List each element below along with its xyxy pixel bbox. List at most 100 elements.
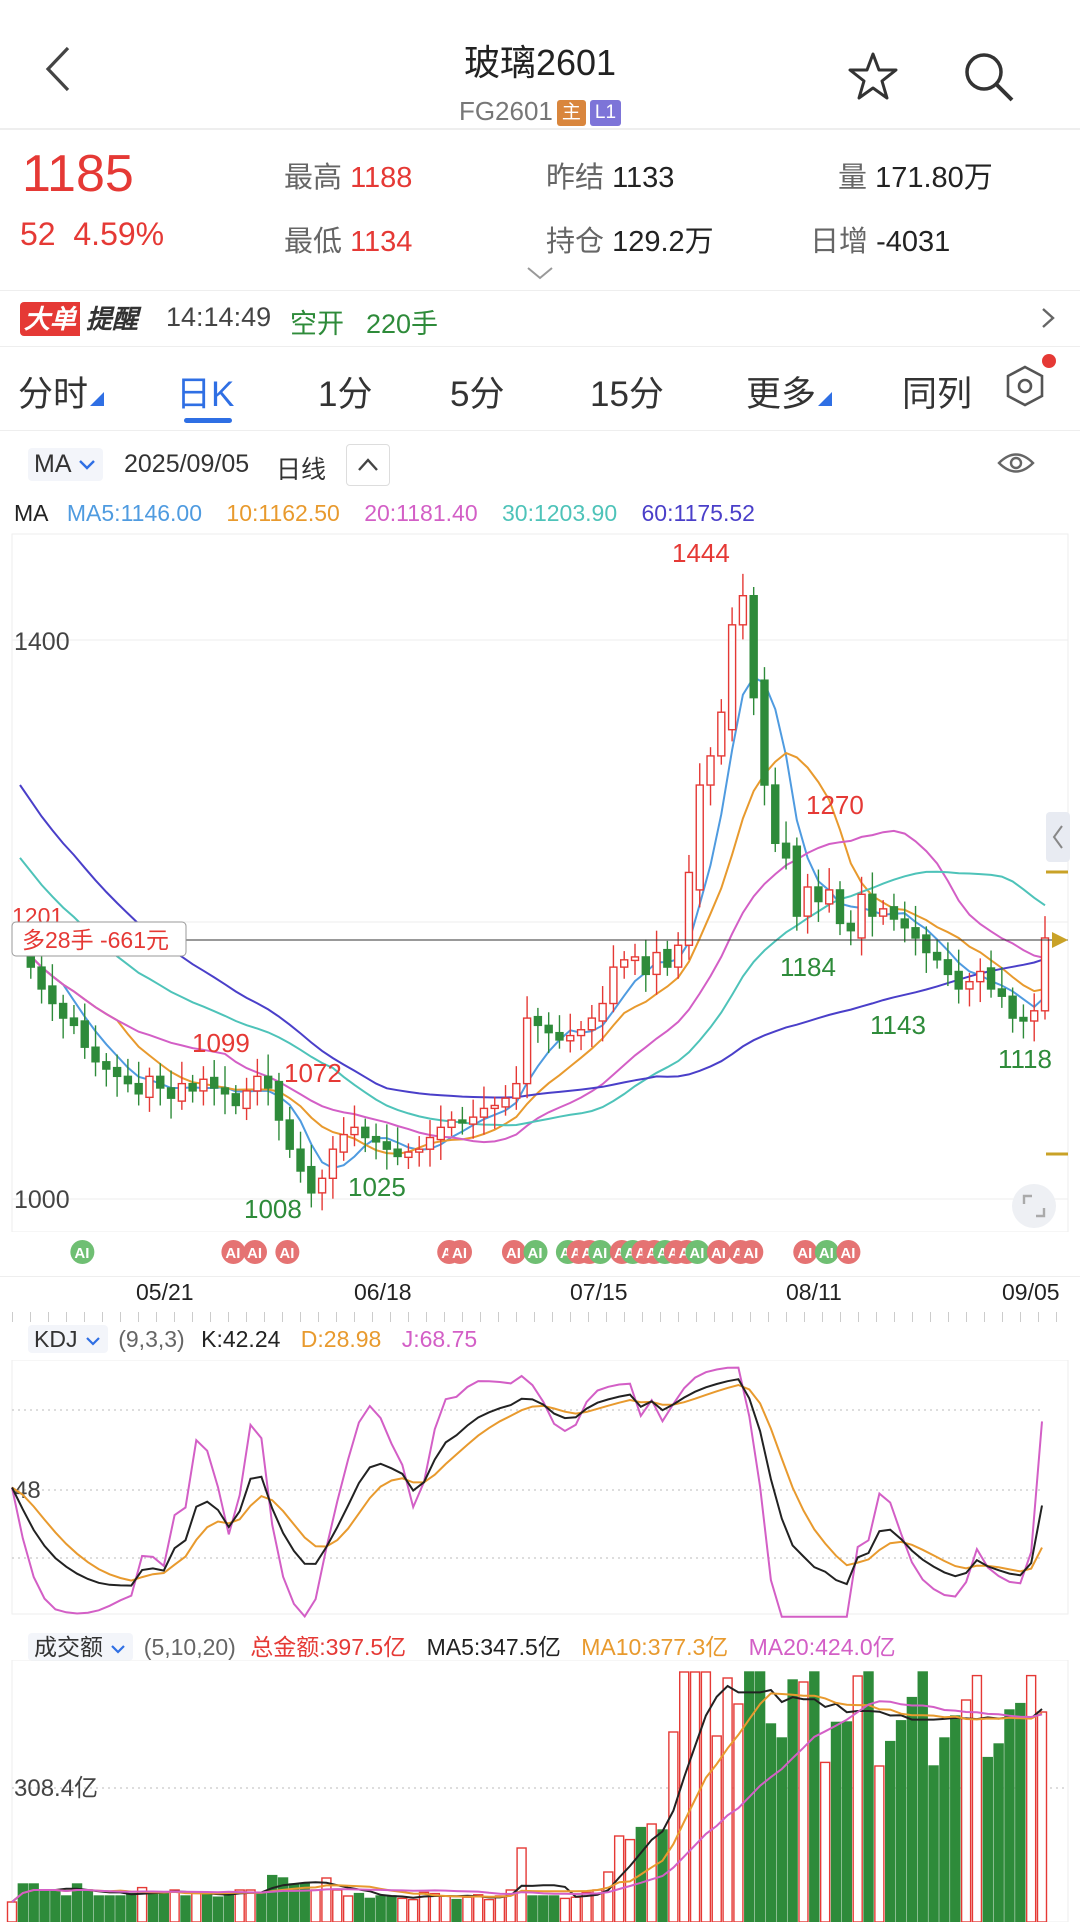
turnover-bar (646, 1823, 657, 1922)
tab-same-column[interactable]: 同列 (902, 375, 973, 414)
candle (976, 958, 985, 1003)
candle (156, 1063, 165, 1106)
candle (166, 1070, 176, 1119)
alert-bottom-divider (0, 346, 1080, 347)
candle (479, 1086, 489, 1135)
candle (630, 943, 640, 975)
candle (857, 876, 866, 956)
kdj-chart: 48 (11, 1360, 1069, 1619)
turnover-bar (104, 1895, 115, 1922)
ai-signal-icon[interactable]: AI (814, 1240, 839, 1264)
candle (242, 1077, 251, 1121)
turnover-bar (451, 1898, 462, 1922)
ai-signal-icon[interactable]: AI (685, 1240, 710, 1264)
candle (587, 1004, 597, 1048)
candle (771, 767, 780, 853)
label-1072: 1072 (284, 1058, 342, 1088)
tab-5min[interactable]: 5分 (450, 375, 505, 414)
tab-daily-k[interactable]: 日K (176, 375, 235, 414)
candle (69, 1004, 79, 1035)
price-change-value: 52 (20, 216, 56, 252)
tab-1min[interactable]: 1分 (318, 375, 373, 414)
side-drawer-handle (1046, 812, 1070, 862)
candle (210, 1060, 219, 1106)
turnover-bar (852, 1675, 863, 1922)
turnover-bar (267, 1874, 278, 1922)
candle (371, 1123, 381, 1160)
ai-signal-icon[interactable]: AI (221, 1240, 246, 1264)
candle (576, 1021, 586, 1051)
eye-icon[interactable] (996, 448, 1036, 478)
candle (727, 607, 737, 742)
turnover-bar (874, 1765, 885, 1922)
turnover-bar (191, 1891, 202, 1922)
big-order-alert[interactable]: 大单 提醒 14:14:49 空开 220手 (0, 292, 1080, 346)
collapse-up-icon[interactable] (346, 444, 390, 486)
expand-chevron-icon[interactable] (525, 264, 555, 282)
ai-signal-icon[interactable]: AI (793, 1240, 818, 1264)
svg-text:AI: AI (452, 1245, 467, 1262)
candle (1019, 1004, 1028, 1039)
candle (814, 869, 823, 922)
d-line (11, 1383, 1043, 1582)
svg-text:AI: AI (506, 1245, 521, 1262)
candle (986, 950, 996, 998)
turnover-bar (754, 1671, 766, 1922)
turnover-bar (321, 1877, 332, 1922)
kline-date: 2025/09/05 (124, 450, 250, 478)
turnover-bar (993, 1743, 1004, 1922)
turnover-bar (765, 1723, 777, 1922)
candle (307, 1144, 316, 1208)
candle (231, 1085, 240, 1115)
candle (825, 868, 834, 913)
ai-signal-icon[interactable]: AI (523, 1240, 548, 1264)
ai-signal-icon[interactable]: AI (70, 1240, 95, 1264)
candle (555, 1015, 564, 1049)
ai-signal-icon[interactable]: AI (275, 1240, 300, 1264)
star-icon[interactable] (846, 50, 900, 104)
search-icon[interactable] (962, 50, 1016, 104)
ma20-legend: 20:1181.40 (364, 500, 478, 526)
indicator-select[interactable]: MA (28, 448, 104, 481)
stat-open-interest: 持仓 129.2万 (546, 226, 714, 258)
y-tick-1400: 1400 (14, 628, 70, 656)
svg-text:AI: AI (592, 1245, 607, 1262)
turnover-select[interactable]: 成交额 (28, 1633, 134, 1661)
candle (501, 1085, 510, 1116)
tab-intraday[interactable]: 分时 (18, 366, 105, 417)
candle (803, 873, 812, 934)
ai-signal-icon[interactable]: AI (448, 1240, 472, 1264)
turnover-bar (885, 1740, 896, 1922)
price-change-pct: 4.59% (73, 216, 165, 252)
turnover-bar (928, 1765, 939, 1922)
turnover-bar (538, 1895, 549, 1922)
ai-signal-icon[interactable]: AI (739, 1240, 764, 1264)
svg-text:AI: AI (840, 1245, 855, 1262)
x-tick-0618: 06/18 (354, 1279, 412, 1305)
turnover-bar (169, 1889, 180, 1922)
kdj-select[interactable]: KDJ (28, 1325, 108, 1353)
candle (285, 1106, 294, 1158)
candlestick-chart[interactable]: 1400 1000 1201 1444 1270 1184 1143 1118 … (0, 532, 1080, 1232)
candle (296, 1131, 305, 1183)
turnover-bar (180, 1895, 191, 1922)
back-icon[interactable] (40, 44, 80, 94)
ai-signal-icon[interactable]: AI (243, 1240, 267, 1264)
stat-volume: 量 171.80万 (838, 162, 993, 194)
candle (598, 986, 607, 1042)
ai-signal-icon[interactable]: AI (501, 1240, 526, 1264)
ai-signal-icon[interactable]: AI (706, 1240, 731, 1264)
tab-15min[interactable]: 15分 (590, 375, 664, 414)
ai-signal-row[interactable]: AIAIAIAIAIAIAIAIAIAIAIAIAIAIAIAIAIAIAIAI… (0, 1234, 1080, 1274)
stat-prev-settle: 昨结 1133 (546, 162, 675, 194)
ai-signal-icon[interactable]: AI (588, 1240, 613, 1264)
candle (868, 872, 877, 937)
ai-signal-icon[interactable]: AI (836, 1240, 861, 1264)
candle (922, 926, 931, 973)
tab-more[interactable]: 更多 (746, 366, 833, 417)
candle (177, 1061, 187, 1110)
turnover-bar (299, 1883, 310, 1922)
turnover-bar (375, 1895, 386, 1922)
turnover-bar (1015, 1702, 1026, 1922)
settings-hexagon-icon[interactable] (1004, 354, 1056, 408)
